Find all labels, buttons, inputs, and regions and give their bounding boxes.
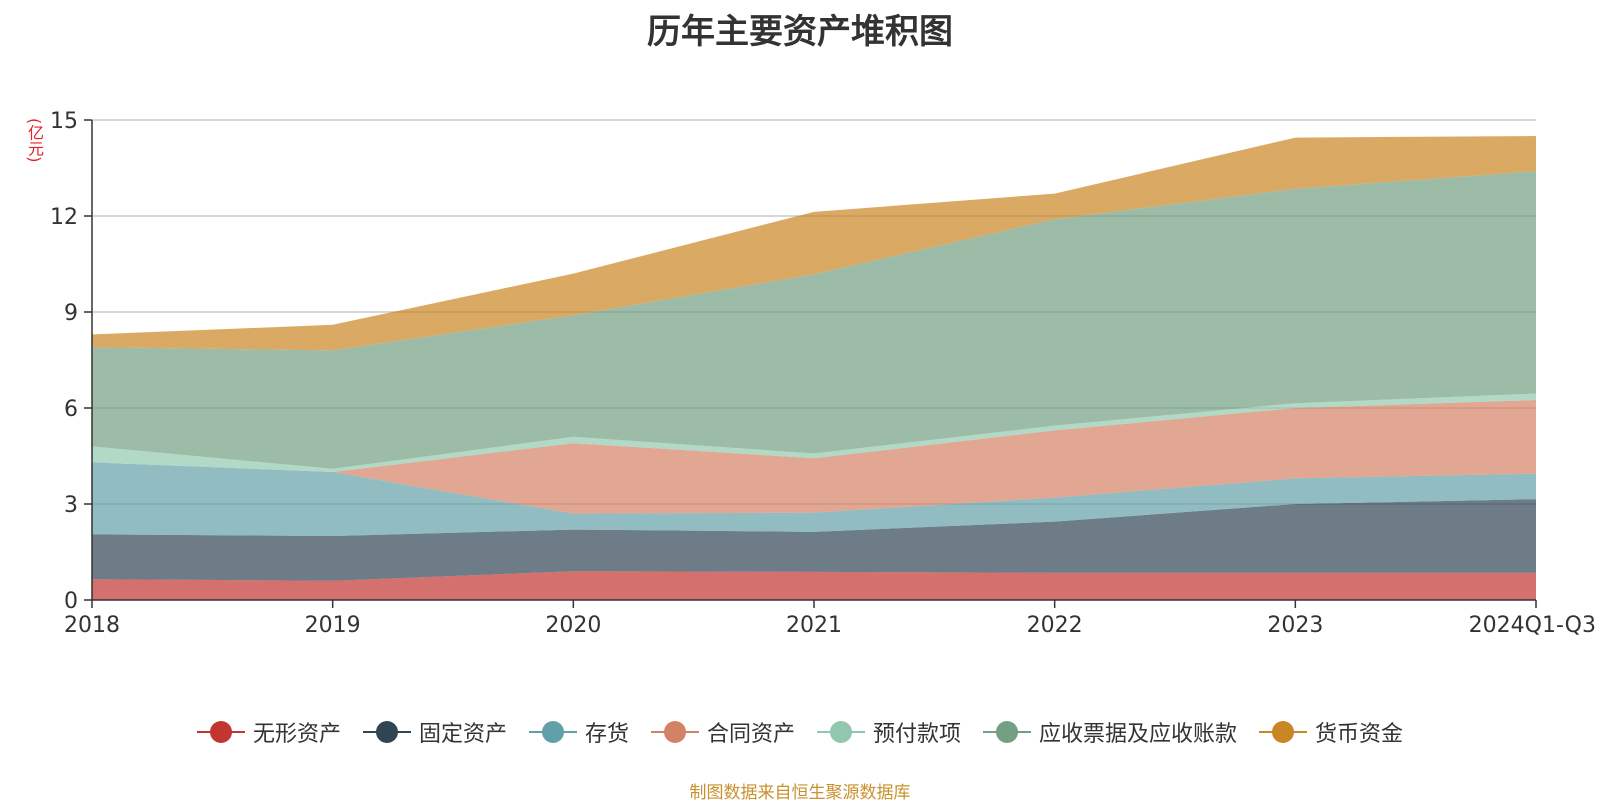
series-area [92,400,1536,514]
legend-label: 合同资产 [706,722,795,747]
legend-item[interactable]: 应收票据及应收账款 [983,716,1237,748]
legend-marker [528,719,577,745]
axes: 0 3 6 9 12 15 2018 2019 2020 2021 2022 2023 2024Q1-Q… [50,109,1596,638]
series-areas [92,136,1536,600]
legend-label: 存货 [584,722,629,747]
legend-marker [817,719,865,745]
legend-marker [362,719,411,745]
legend-item[interactable]: 固定资产 [362,716,507,748]
legend-label: 预付款项 [873,722,962,747]
legend-marker [196,719,245,745]
x-tick-label: 2022 [1027,613,1083,638]
series-area [92,171,1536,469]
legend-marker [1259,719,1308,745]
legend-label: 无形资产 [252,722,341,747]
legend-item[interactable]: 无形资产 [196,716,341,748]
legend-marker [650,719,699,745]
series-area [92,393,1536,472]
y-tick-label: 3 [64,493,78,518]
y-axis-unit-label: (亿元) [25,118,44,163]
legend-marker [983,719,1032,745]
legend-item[interactable]: 合同资产 [650,716,795,748]
legend-item[interactable]: 存货 [528,716,629,748]
series-area [92,571,1536,600]
x-tick-label: 2023 [1267,613,1323,638]
legend-label: 货币资金 [1315,722,1404,747]
x-tick-label: 2020 [545,613,601,638]
x-tick-label: 2019 [305,613,361,638]
legend: 无形资产 固定资产 存货 合同资产 预付款项 应收票据及应收账款 货币资金 [0,716,1600,748]
source-note: 制图数据来自恒生聚源数据库 [689,783,911,803]
legend-label: 固定资产 [418,722,507,747]
y-tick-label: 0 [64,589,78,614]
x-tick-label: 2024Q1-Q3 [1469,613,1596,638]
x-tick-label: 2021 [786,613,842,638]
series-area [92,462,1536,536]
legend-item[interactable]: 货币资金 [1259,716,1403,748]
legend-item[interactable]: 预付款项 [817,716,961,748]
y-tick-label: 12 [50,205,78,230]
series-area [92,136,1536,351]
y-tick-label: 9 [64,301,78,326]
y-tick-label: 6 [64,397,78,422]
legend-label: 应收票据及应收账款 [1039,722,1238,747]
series-area [92,499,1536,581]
x-tick-label: 2018 [64,613,120,638]
chart-title: 历年主要资产堆积图 [647,12,953,52]
y-tick-label: 15 [50,109,78,134]
